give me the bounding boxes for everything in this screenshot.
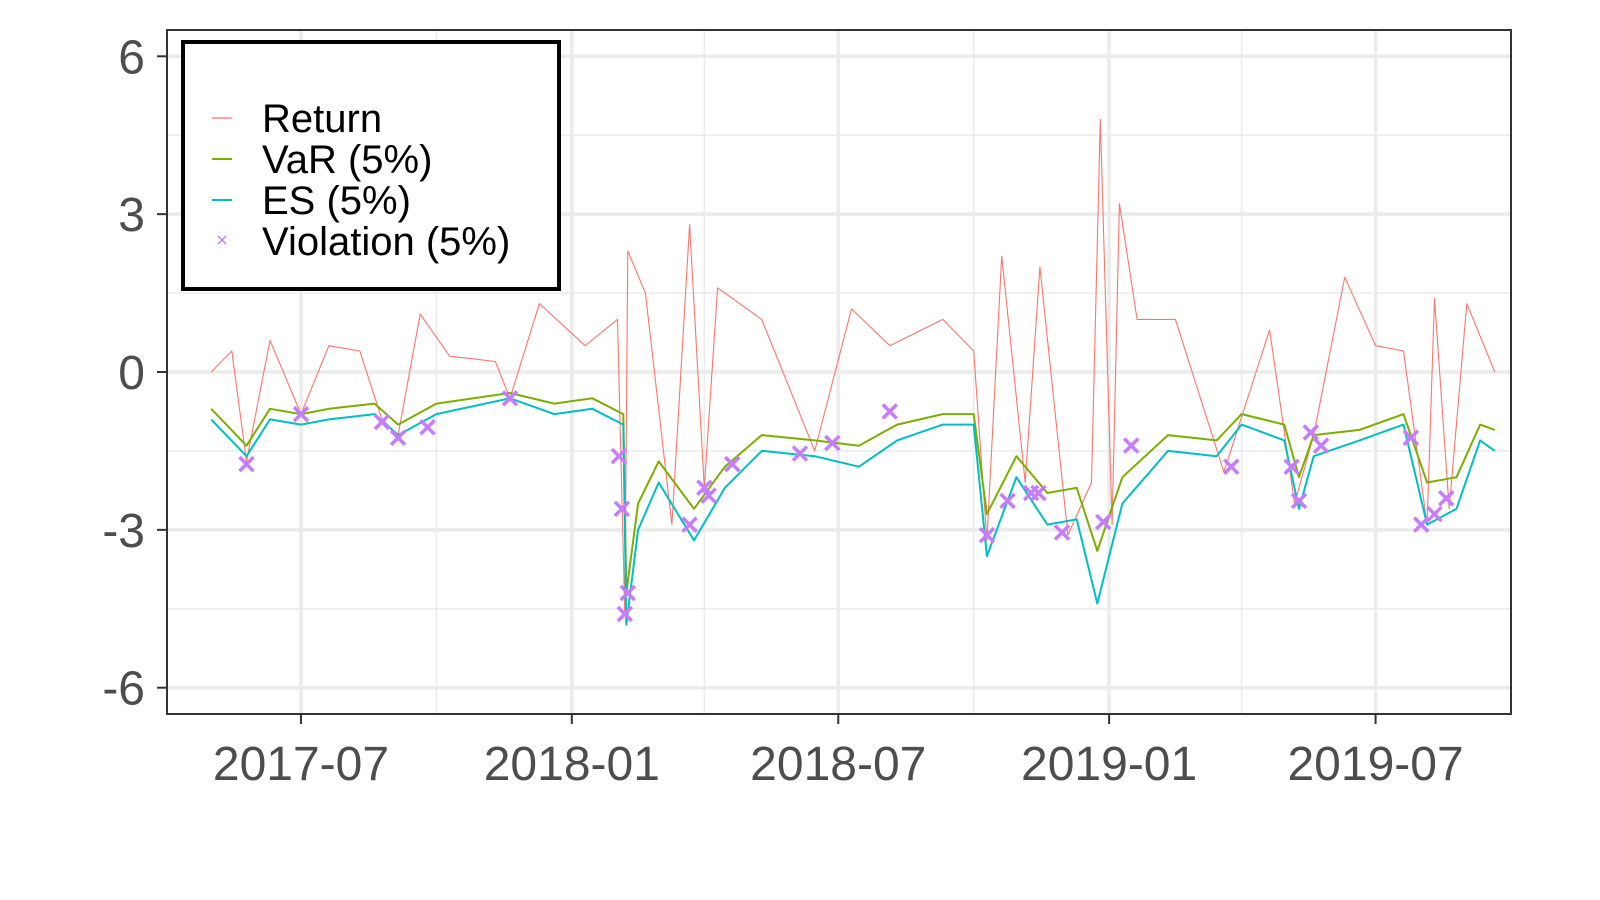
violation-point bbox=[1312, 437, 1330, 454]
x-tick-label: 2018-01 bbox=[484, 738, 660, 791]
violation-point bbox=[1402, 429, 1420, 447]
major-gridlines bbox=[167, 30, 1511, 714]
violation-point bbox=[419, 419, 436, 436]
x-tick-label: 2017-07 bbox=[213, 738, 389, 791]
violation-point bbox=[1095, 513, 1112, 531]
legend-label-es: ES (5%) bbox=[262, 179, 411, 223]
violation-point bbox=[724, 455, 741, 473]
y-tick-label: 6 bbox=[118, 31, 145, 84]
series-layer bbox=[210, 118, 1496, 626]
violation-point bbox=[373, 413, 391, 431]
violation-point bbox=[1283, 458, 1300, 475]
violation-point bbox=[881, 403, 899, 420]
legend-label-return: Return bbox=[262, 97, 382, 141]
violation-point bbox=[1223, 458, 1240, 475]
violation-point bbox=[1122, 437, 1140, 454]
x-tick-label: 2019-01 bbox=[1021, 738, 1197, 791]
violation-point bbox=[999, 492, 1016, 510]
axis-ticks bbox=[157, 55, 1377, 724]
violation-point bbox=[501, 390, 519, 407]
violation-point bbox=[700, 487, 717, 504]
x-tick-label: 2018-07 bbox=[750, 738, 926, 791]
violation-point bbox=[1437, 490, 1455, 507]
violation-point bbox=[1302, 424, 1320, 441]
series-line-return bbox=[210, 118, 1496, 615]
legend-label-violation: Violation (5%) bbox=[262, 220, 510, 264]
violation-point bbox=[610, 447, 628, 465]
violation-point bbox=[616, 605, 634, 623]
violation-point bbox=[978, 526, 996, 544]
violation-point bbox=[824, 434, 841, 452]
violation-point bbox=[389, 429, 407, 447]
series-line-var bbox=[210, 392, 1496, 594]
y-tick-label: 0 bbox=[118, 347, 145, 400]
y-tick-label: -6 bbox=[102, 663, 145, 716]
x-tick-label: 2019-07 bbox=[1287, 738, 1463, 791]
y-tick-label: 3 bbox=[118, 189, 145, 242]
legend-label-var: VaR (5%) bbox=[262, 138, 432, 182]
violation-point bbox=[1053, 524, 1071, 541]
violation-point bbox=[619, 584, 636, 602]
violation-point bbox=[696, 479, 713, 496]
violation-point bbox=[1030, 484, 1047, 502]
violation-point bbox=[791, 445, 809, 462]
legend: Return VaR (5%) ES (5%) Violation (5%) bbox=[181, 40, 561, 291]
violation-point bbox=[238, 455, 255, 473]
y-tick-label: -3 bbox=[102, 505, 145, 558]
axis-labels: 2017-07 2018-01 2018-07 2019-01 2019-07 6 3 0 -3… bbox=[102, 31, 1463, 791]
violation-point bbox=[1426, 505, 1443, 523]
violation-point bbox=[613, 500, 631, 518]
violation-point bbox=[1290, 492, 1308, 510]
violation-point bbox=[681, 516, 698, 533]
legend-key-violation bbox=[217, 235, 227, 245]
violation-point bbox=[1412, 516, 1430, 533]
legend-box bbox=[181, 40, 561, 291]
violation-point bbox=[292, 405, 310, 423]
